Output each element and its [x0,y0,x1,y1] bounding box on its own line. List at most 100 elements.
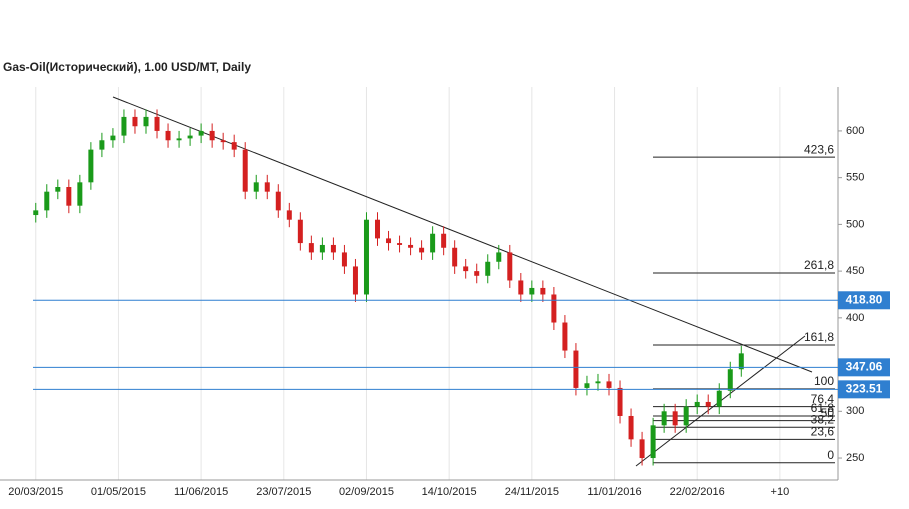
x-tick-label: 01/05/2015 [91,486,146,498]
candle-body [352,266,358,295]
fib-label: 23,6 [811,425,835,439]
candle-body [595,381,601,384]
candle-body [319,244,325,253]
x-tick-label: 20/03/2015 [8,486,63,498]
candle-body [44,191,50,211]
x-tick-label: 23/07/2015 [256,486,311,498]
candle-body [661,411,667,426]
fib-label: 100 [814,374,834,388]
candle-body [441,233,447,248]
candle-body [386,238,392,244]
candle-body [99,140,105,150]
candle-body [573,350,579,388]
x-tick-label: 11/06/2015 [174,486,228,498]
price-level-label: 323.51 [846,382,883,396]
fib-label: 161,8 [804,330,834,344]
candle-body [562,322,568,351]
fib-label: 61,8 [811,401,835,415]
candle-body [463,266,469,272]
price-level-box [838,358,890,377]
candle-body [231,142,237,150]
price-level-label: 418.80 [846,292,883,306]
y-tick-label: 450 [846,265,864,277]
candle-body [716,390,722,407]
candle-body [341,252,347,267]
candle-body [639,439,645,459]
candle-body [397,243,403,245]
candle-body [176,138,182,141]
candle-body [286,210,292,220]
candle-body [529,287,535,295]
candle-body [617,387,623,416]
candle-body [132,116,138,127]
candle-body [308,243,314,253]
y-tick-label: 300 [846,405,864,417]
y-tick-label: 400 [846,312,864,324]
candle-body [705,401,711,407]
fib-label: 38,2 [811,412,835,426]
chart-title: Gas-Oil(Исторический), 1.00 USD/MT, Dail… [3,60,251,74]
candle-body [121,116,127,136]
x-tick-label: 22/02/2016 [670,486,725,498]
candle-body [253,182,259,192]
candle-body [551,294,557,323]
candle-body [275,191,281,211]
candle-body [584,383,590,388]
candle-body [628,415,634,440]
price-level-box [838,291,890,310]
candle-body [650,425,656,459]
candle-body [474,271,480,276]
candle-body [496,252,502,262]
candle-body [88,149,94,183]
candle-body [209,130,215,141]
candle-body [297,219,303,244]
candle-body [187,135,193,139]
candle-body [606,381,612,388]
x-tick-label: 11/01/2016 [587,486,641,498]
candle-body [33,210,39,216]
fib-label: 50 [821,406,835,420]
candle-body [452,247,458,267]
x-tick-label: +10 [771,486,790,498]
y-tick-label: 250 [846,452,864,464]
trend-line [112,96,813,373]
candle-body [485,261,491,276]
candle-body [198,130,204,136]
candle-body [727,369,733,391]
candle-body [330,244,336,253]
candle-body [430,233,436,253]
candle-body [110,135,116,141]
candle-body [375,219,381,239]
y-tick-label: 550 [846,172,864,184]
x-tick-label: 24/11/2015 [505,486,559,498]
candle-body [220,140,226,143]
candle-body [683,406,689,426]
candle-body [694,401,700,407]
candle-body [66,187,72,206]
x-tick-label: 14/10/2015 [422,486,477,498]
candle-body [264,182,270,192]
fib-label: 261,8 [804,258,834,272]
candle-body [165,130,171,141]
fib-label: 0 [827,448,834,462]
candle-body [408,244,414,248]
candle-body [154,116,160,131]
price-level-box [838,380,890,399]
candle-body [518,280,524,295]
candle-body [55,187,61,192]
fib-label: 76,4 [811,392,835,406]
y-tick-label: 500 [846,218,864,230]
fib-label: 423,6 [804,142,834,156]
candle-body [738,353,744,370]
candle-body [540,287,546,295]
candle-body [242,149,248,192]
candle-body [77,182,83,206]
candle-body [143,116,149,127]
candle-body [507,252,513,281]
y-tick-label: 600 [846,125,864,137]
candle-body [419,247,425,253]
candle-body [672,411,678,426]
x-tick-label: 02/09/2015 [339,486,394,498]
price-level-label: 347.06 [846,359,883,373]
